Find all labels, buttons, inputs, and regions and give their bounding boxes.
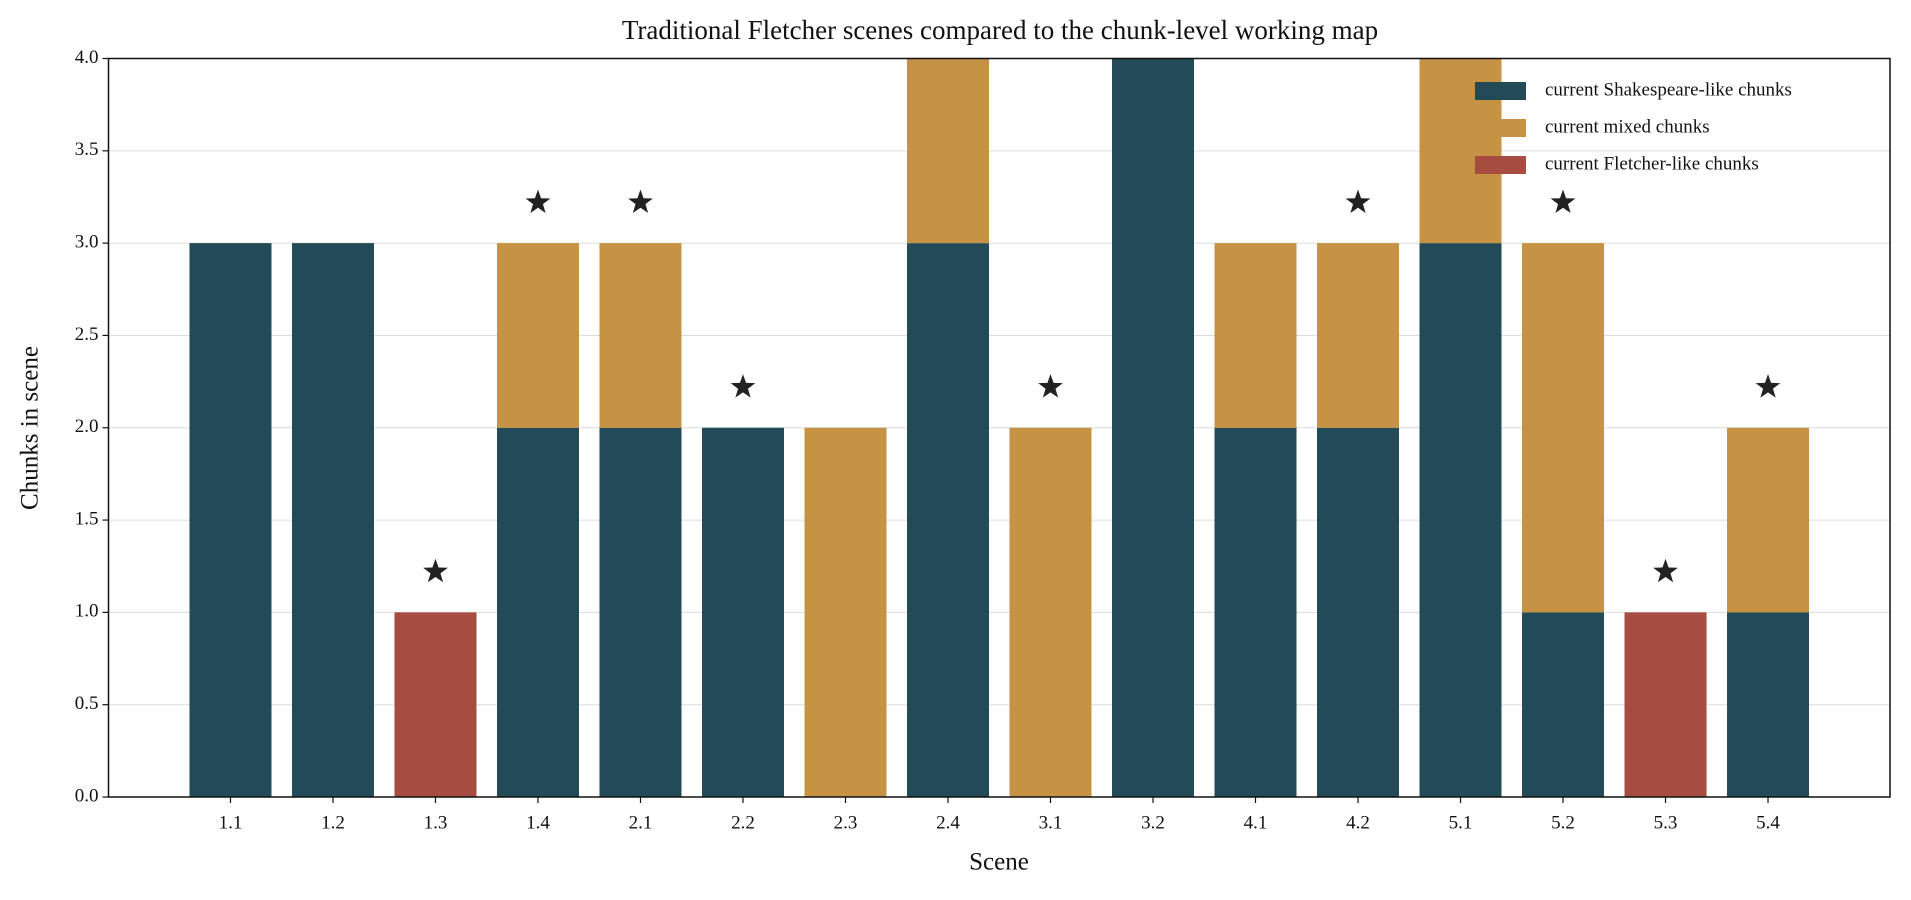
fletcher-marker	[1038, 374, 1063, 398]
fletcher-marker	[423, 558, 448, 583]
plot-frame	[107, 57, 1891, 798]
x-tick-label: 1.2	[321, 812, 345, 833]
legend-swatch	[1475, 156, 1526, 174]
bar-segment	[496, 243, 579, 428]
fletcher-marker	[1653, 558, 1678, 583]
fletcher-marker	[1755, 374, 1781, 398]
y-tick-label: 1.5	[75, 508, 99, 529]
fletcher-marker	[628, 189, 653, 214]
bar-segment	[804, 427, 887, 797]
x-tick-label: 1.1	[219, 812, 243, 833]
fletcher-marker	[730, 374, 756, 398]
x-axis-label: Scene	[969, 849, 1029, 876]
bar-segment	[1009, 427, 1092, 797]
bar-segment	[1727, 427, 1810, 613]
x-tick-label: 5.3	[1654, 812, 1678, 833]
x-tick-label: 5.2	[1551, 812, 1575, 833]
bar-segment	[1522, 243, 1605, 613]
y-tick-label: 4.0	[75, 47, 99, 68]
legend-label: current Fletcher-like chunks	[1545, 153, 1759, 174]
bar-segment	[599, 243, 682, 428]
y-tick-label: 3.0	[75, 231, 99, 252]
bar-segment	[291, 243, 374, 797]
bar-segment	[496, 427, 579, 797]
y-tick-label: 3.5	[75, 139, 99, 160]
x-tick-label: 2.1	[629, 812, 653, 833]
bar-segment	[394, 612, 477, 797]
bar-segment	[906, 58, 989, 244]
chart-title: Traditional Fletcher scenes compared to …	[622, 15, 1378, 45]
bar-segment	[1419, 243, 1502, 797]
bar-segment	[701, 427, 784, 797]
x-tick-label: 4.2	[1346, 812, 1370, 833]
bar-segment	[1112, 58, 1195, 797]
y-tick-label: 0.0	[75, 785, 99, 806]
fletcher-marker	[1550, 189, 1576, 214]
fletcher-marker	[1345, 189, 1371, 214]
x-tick-label: 5.1	[1449, 812, 1473, 833]
bar-segment	[1214, 427, 1297, 797]
bar-segment	[1214, 243, 1297, 428]
x-tick-label: 1.4	[526, 812, 550, 833]
y-tick-label: 2.0	[75, 416, 99, 437]
x-tick-label: 3.1	[1039, 812, 1063, 833]
x-tick-label: 1.3	[424, 812, 448, 833]
y-tick-label: 2.5	[75, 324, 99, 345]
x-tick-label: 2.3	[834, 812, 858, 833]
bar-segment	[1727, 612, 1810, 797]
bar-segment	[1317, 427, 1400, 797]
legend-label: current mixed chunks	[1545, 116, 1710, 137]
legend-swatch	[1475, 119, 1526, 137]
x-tick-label: 3.2	[1141, 812, 1165, 833]
x-tick-label: 5.4	[1756, 812, 1780, 833]
bar-segment	[189, 243, 272, 797]
bar-segment	[906, 243, 989, 797]
y-axis-label: Chunks in scene	[17, 346, 44, 510]
legend-swatch	[1475, 82, 1526, 100]
bar-segment	[1317, 243, 1400, 428]
x-tick-label: 4.1	[1244, 812, 1268, 833]
legend-label: current Shakespeare-like chunks	[1545, 79, 1792, 100]
y-tick-label: 1.0	[75, 601, 99, 622]
bar-segment	[599, 427, 682, 797]
x-tick-label: 2.2	[731, 812, 755, 833]
y-tick-label: 0.5	[75, 693, 99, 714]
bar-segment	[1522, 612, 1605, 797]
fletcher-marker	[525, 189, 551, 214]
bar-segment	[1624, 612, 1707, 797]
x-tick-label: 2.4	[936, 812, 960, 833]
